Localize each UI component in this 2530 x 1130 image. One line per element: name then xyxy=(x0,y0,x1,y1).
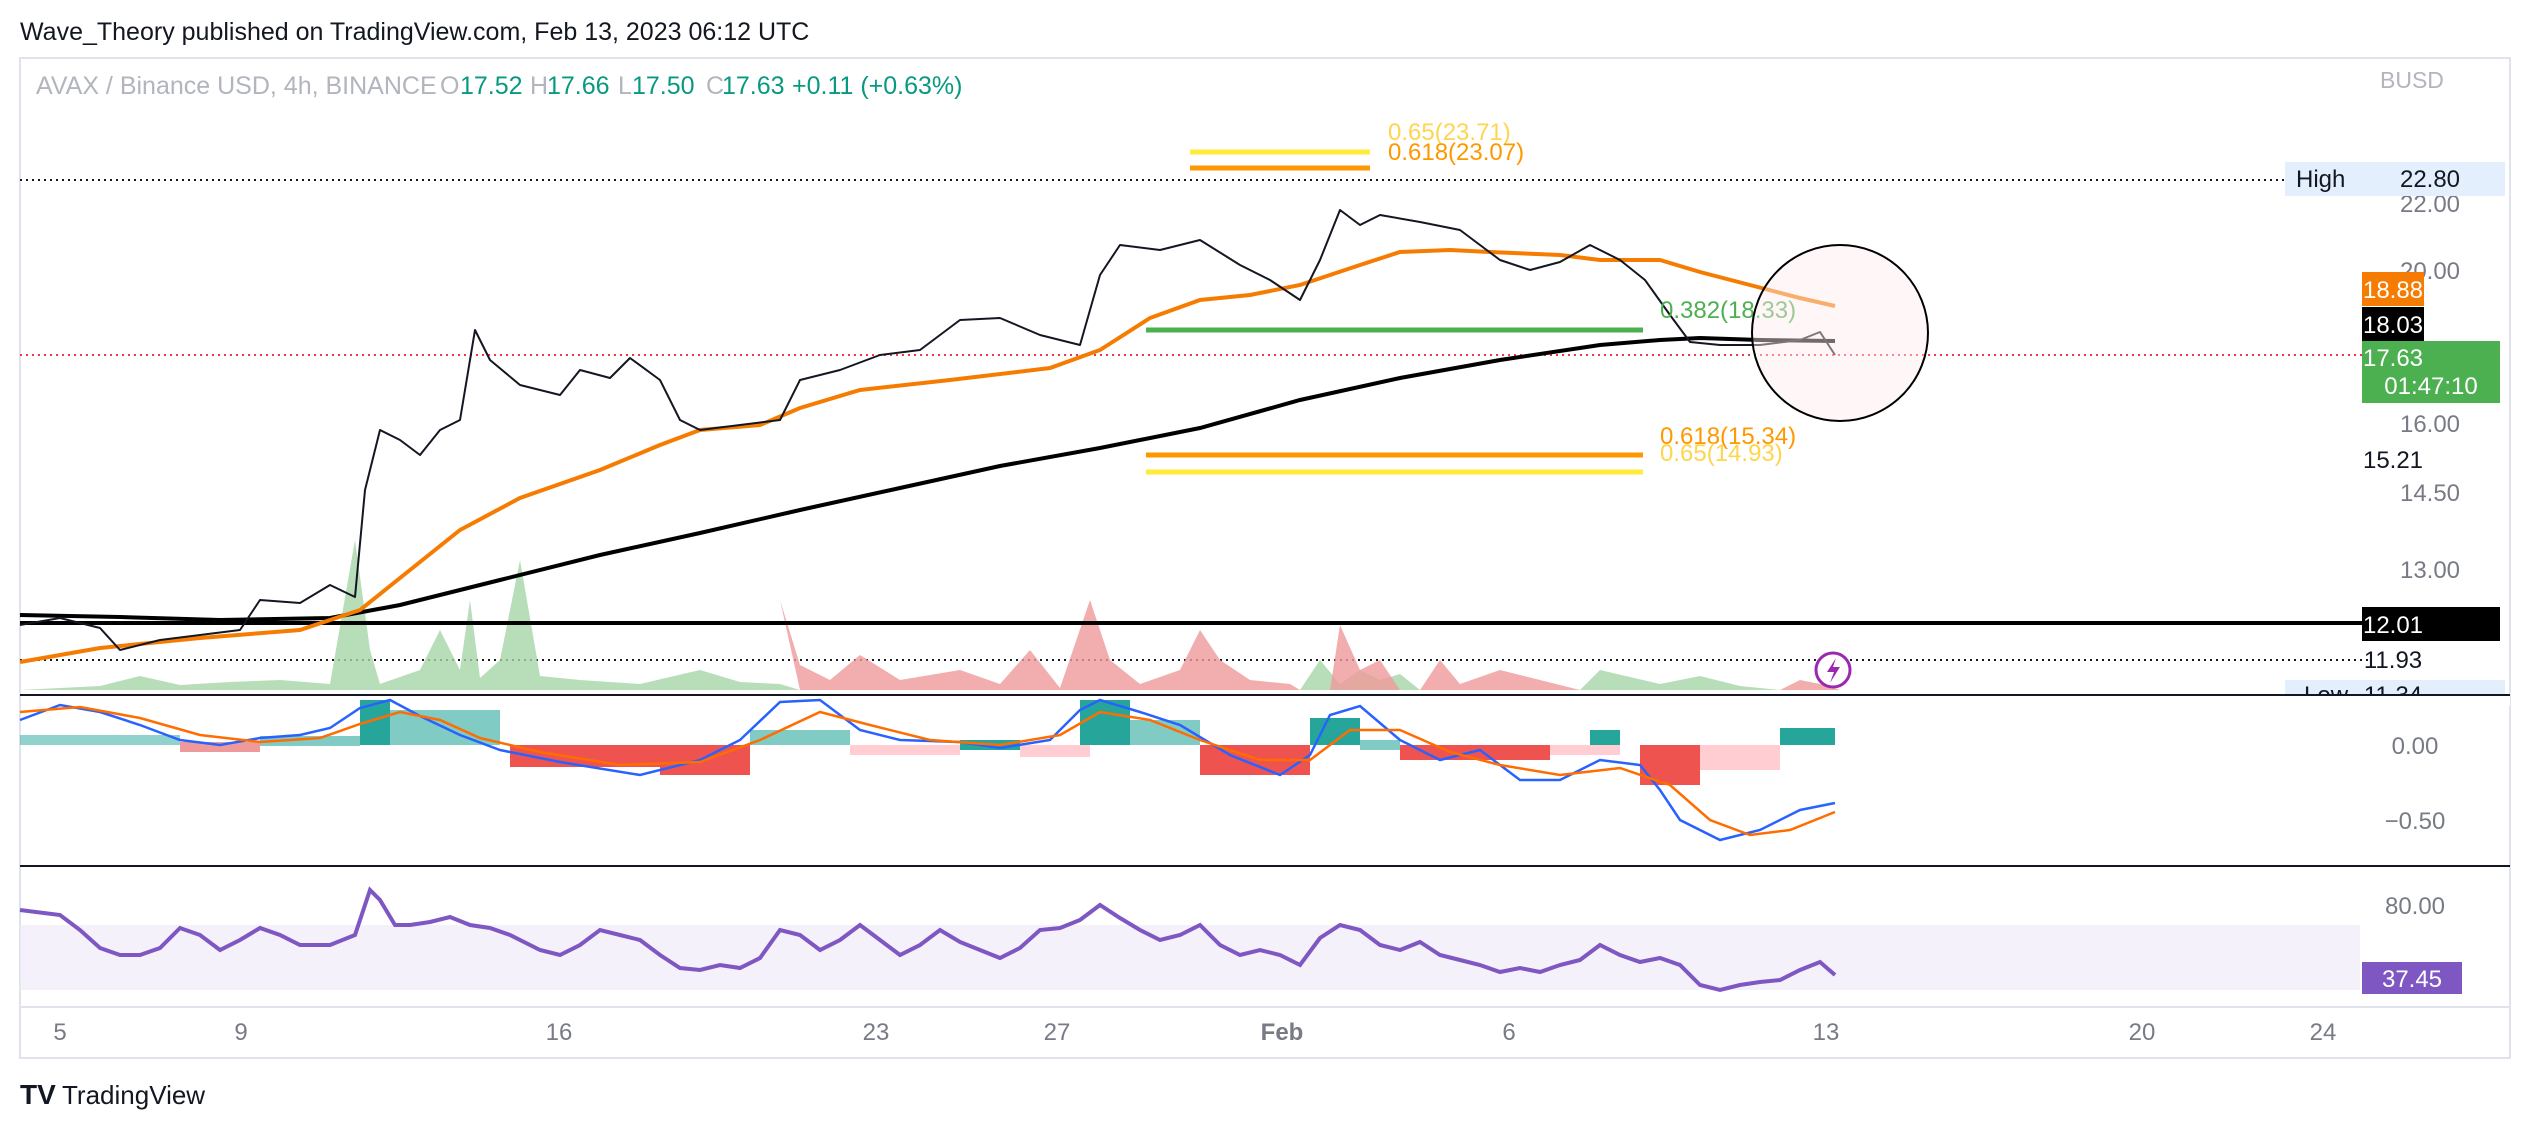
fib-top-0618-label: 0.618(23.07) xyxy=(1388,139,1524,166)
open-value: 17.52 xyxy=(460,72,523,100)
low-value: 17.50 xyxy=(632,72,695,100)
fib-bot-065-label: 0.65(14.93) xyxy=(1660,440,1783,467)
low-label: L xyxy=(618,72,632,100)
time-tick: 23 xyxy=(863,1019,890,1046)
high-label: H xyxy=(530,72,548,100)
support-value: 12.01 xyxy=(2363,612,2423,639)
time-axis[interactable]: 5 9 16 23 27 Feb 6 13 20 24 xyxy=(53,1019,2336,1046)
time-tick: 5 xyxy=(53,1019,66,1046)
macd-signal-line xyxy=(19,705,1836,837)
low-label-bg xyxy=(2285,680,2505,696)
close-label: C xyxy=(706,72,724,100)
last-price-bg xyxy=(2362,341,2500,403)
main-frame xyxy=(19,57,2511,1059)
last-price-value: 17.63 xyxy=(2363,345,2423,372)
rsi-value: 37.45 xyxy=(2382,966,2442,993)
high-label-bg xyxy=(2285,162,2505,196)
publisher-line: Wave_Theory published on TradingView.com… xyxy=(20,18,809,46)
price-scale[interactable]: 22.00 20.00 16.00 14.50 13.00 High 22.80… xyxy=(2285,162,2505,709)
rsi-value-bg xyxy=(2362,962,2462,994)
macd-line xyxy=(19,698,1836,842)
ema200-line xyxy=(19,335,1836,623)
time-tick: 20 xyxy=(2129,1019,2156,1046)
symbol-legend[interactable]: AVAX / Binance USD, 4h, BINANCE O 17.52 … xyxy=(36,72,962,100)
change-value: +0.11 (+0.63%) xyxy=(792,72,962,100)
lightning-icon[interactable] xyxy=(1814,651,1852,689)
tradingview-logo-icon: TV xyxy=(20,1079,56,1110)
tradingview-brand: TradingView xyxy=(62,1080,205,1110)
fib-green-0382-label: 0.382(18.33) xyxy=(1660,297,1796,324)
ema50-line xyxy=(19,247,1836,664)
close-value: 17.63 xyxy=(722,72,785,100)
tradingview-logo[interactable]: TV TradingView xyxy=(20,1079,205,1110)
high-label: High xyxy=(2296,166,2345,193)
time-tick: 16 xyxy=(546,1019,573,1046)
currency-label: BUSD xyxy=(2380,67,2444,93)
fib-top-065-label: 0.65(23.71) xyxy=(1388,119,1511,146)
rsi-band xyxy=(20,925,2360,990)
time-tick: 9 xyxy=(234,1019,247,1046)
price-tick: 16.00 xyxy=(2400,411,2460,438)
support-value-bg xyxy=(2362,607,2500,641)
ema200-value-bg xyxy=(2362,307,2424,341)
macd-scale[interactable]: 0.00 −0.50 xyxy=(2385,733,2446,835)
price-tick: 13.00 xyxy=(2400,557,2460,584)
macd-tick: 0.00 xyxy=(2392,733,2439,760)
fib-bot-0618-label: 0.618(15.34) xyxy=(1660,423,1796,450)
open-label: O xyxy=(440,72,459,100)
macd-tick: −0.50 xyxy=(2385,808,2446,835)
ema50-value: 18.88 xyxy=(2363,277,2423,304)
time-tick: 24 xyxy=(2310,1019,2337,1046)
symbol-title: AVAX / Binance USD, 4h, BINANCE xyxy=(36,72,437,100)
time-tick: 6 xyxy=(1502,1019,1515,1046)
rsi-tick: 80.00 xyxy=(2385,893,2445,920)
ema50-value-bg xyxy=(2362,272,2424,306)
price-candles xyxy=(19,209,1836,651)
high-value: 22.80 xyxy=(2400,166,2460,193)
highlight-circle xyxy=(1751,244,1929,422)
volume-area xyxy=(20,540,1840,690)
time-tick: 27 xyxy=(1044,1019,1071,1046)
countdown-value: 01:47:10 xyxy=(2384,373,2477,400)
time-tick: Feb xyxy=(1261,1019,1304,1046)
high-value: 17.66 xyxy=(547,72,610,100)
price-tick: 14.50 xyxy=(2400,480,2460,507)
ema200-value: 18.03 xyxy=(2363,312,2423,339)
rsi-line xyxy=(19,886,1837,993)
macd-histogram xyxy=(20,700,1835,785)
level-15-21-value: 15.21 xyxy=(2363,447,2423,474)
time-tick: 13 xyxy=(1813,1019,1840,1046)
level-11-93-value: 11.93 xyxy=(2364,647,2422,674)
rsi-scale[interactable]: 80.00 37.45 xyxy=(2362,893,2462,994)
